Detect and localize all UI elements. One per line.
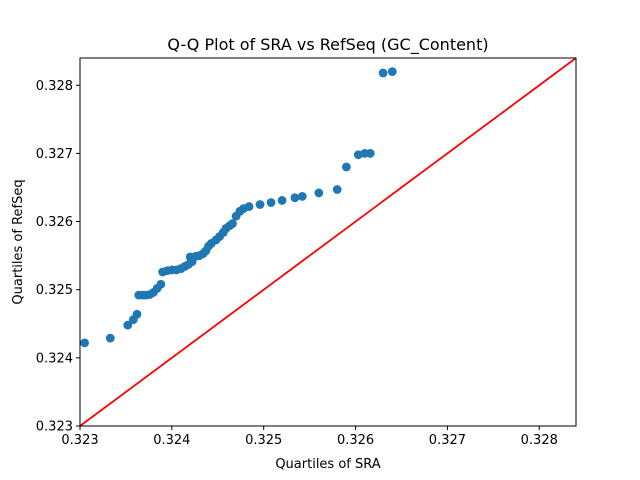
y-tick-label: 0.328: [36, 79, 73, 94]
x-tick-label: 0.326: [337, 433, 374, 448]
scatter-point: [277, 196, 287, 205]
x-tick-label: 0.328: [521, 433, 558, 448]
reference-line: [79, 57, 577, 427]
scatter-point: [255, 200, 265, 209]
scatter-point: [244, 202, 254, 211]
scatter-point: [266, 198, 276, 207]
scatter-point: [290, 193, 300, 203]
x-tick-label: 0.324: [153, 433, 190, 448]
x-tick-label: 0.325: [245, 433, 282, 448]
x-tick-label: 0.327: [429, 433, 466, 448]
scatter-point: [132, 309, 142, 319]
scatter-point: [297, 191, 307, 201]
scatter-point: [314, 188, 324, 198]
scatter-point: [228, 219, 237, 229]
x-axis-label: Quartiles of SRA: [275, 457, 380, 472]
chart-title: Q-Q Plot of SRA vs RefSeq (GC_Content): [167, 35, 488, 55]
scatter-point: [156, 279, 166, 289]
y-tick-label: 0.323: [36, 420, 73, 435]
x-tick-label: 0.323: [61, 433, 98, 448]
scatter-point: [378, 68, 388, 78]
y-tick-label: 0.325: [36, 283, 73, 298]
scatter-point: [341, 162, 351, 172]
scatter-point: [387, 67, 397, 77]
y-tick-label: 0.326: [36, 215, 73, 230]
y-axis-label: Quartiles of RefSeq: [11, 179, 26, 304]
scatter-point: [105, 333, 115, 343]
y-tick-label: 0.327: [36, 147, 73, 162]
plot-frame: [79, 57, 577, 427]
scatter-point: [80, 338, 89, 348]
y-tick-label: 0.324: [36, 351, 73, 366]
scatter-point: [365, 149, 375, 158]
scatter-point: [332, 185, 342, 194]
scatter-point: [123, 320, 133, 330]
